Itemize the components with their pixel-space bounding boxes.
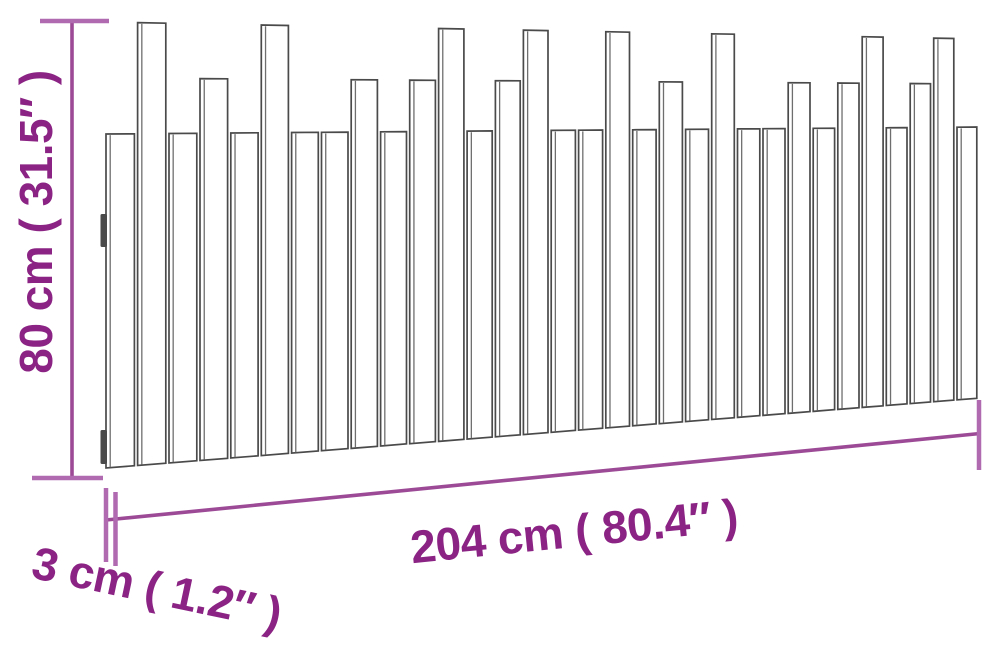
headboard-slat-medium: [836, 82, 860, 411]
headboard-slat-short: [577, 129, 604, 432]
headboard-slat-medium: [408, 79, 437, 445]
headboard-slat-short: [762, 127, 786, 417]
headboard-slat-short: [105, 132, 136, 469]
headboard-slat-short: [631, 128, 657, 427]
headboard-slat-short: [466, 130, 494, 441]
headboard-slat-tall: [861, 35, 884, 409]
headboard-slat-medium: [787, 81, 811, 415]
headboard-slat-medium: [494, 79, 522, 438]
headboard-slat-short: [379, 130, 408, 447]
headboard-slat-short: [168, 132, 198, 464]
headboard-slat-short: [885, 126, 908, 407]
headboard-slat-tall: [710, 32, 736, 421]
headboard-slat-short: [229, 131, 259, 459]
wall-bracket: [100, 214, 107, 247]
headboard-slat-short: [736, 127, 761, 419]
headboard-slat-tall: [437, 27, 465, 443]
headboard-slat-short: [290, 131, 320, 455]
headboard-slat-medium: [658, 80, 684, 425]
headboard-slat-tall: [522, 29, 549, 436]
headboard-slat-tall: [136, 21, 167, 467]
headboard-slat-short: [320, 131, 349, 452]
headboard-slat-tall: [604, 30, 631, 429]
width-dimension-line: [105, 431, 981, 522]
headboard-slat-short: [684, 128, 710, 423]
headboard-slat-short: [956, 126, 978, 401]
height-dimension-label: 80 cm ( 31.5″ ): [10, 70, 62, 374]
headboard-slat-medium: [350, 78, 379, 450]
headboard-slat-tall: [260, 24, 290, 457]
headboard-slat-tall: [932, 37, 955, 403]
headboard-slat-short: [812, 127, 836, 413]
wall-bracket: [100, 430, 107, 464]
headboard-slat-medium: [909, 82, 932, 405]
headboard-slat-medium: [199, 77, 229, 462]
headboard-slat-short: [550, 129, 577, 434]
